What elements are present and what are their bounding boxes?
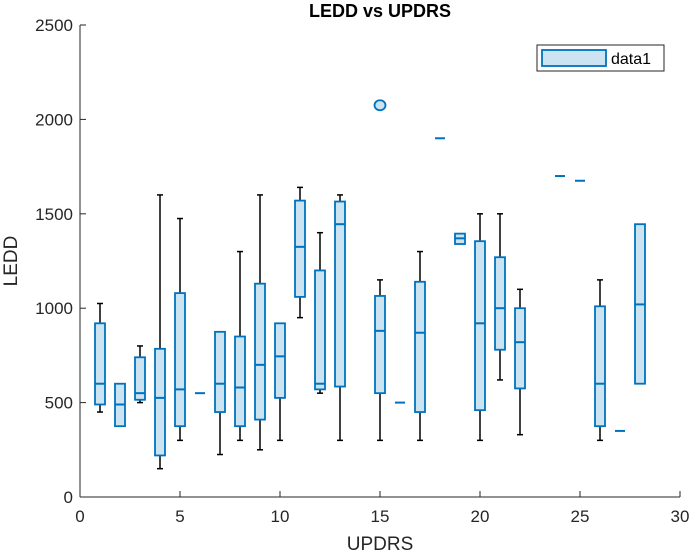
- box-group: [634, 223, 646, 385]
- box: [94, 322, 106, 406]
- box-group: [94, 302, 106, 413]
- box: [494, 256, 506, 351]
- box-group: [214, 330, 226, 456]
- y-tick-label: 0: [64, 488, 73, 507]
- box: [414, 280, 426, 413]
- box-group: [314, 231, 326, 394]
- box: [134, 356, 146, 401]
- box: [474, 240, 486, 412]
- box: [234, 335, 246, 428]
- box-group: [134, 345, 146, 404]
- outlier-points: [373, 99, 387, 112]
- box: [174, 292, 186, 428]
- plot-axes: 0 5 10 15 20 25 30 0 500 1000 1500 2000 2500: [35, 16, 689, 526]
- x-tick-label: 10: [271, 507, 290, 526]
- box-group: [474, 213, 486, 442]
- box: [594, 305, 606, 428]
- box-group: [294, 186, 306, 319]
- y-tick-label: 1000: [35, 299, 73, 318]
- x-tick-label: 15: [371, 507, 390, 526]
- box-group: [254, 194, 266, 451]
- y-tick-label: 500: [45, 394, 73, 413]
- outlier-point: [373, 99, 387, 112]
- box-group: [114, 382, 126, 428]
- legend-label: data1: [611, 51, 651, 68]
- y-axis-label: LEDD: [1, 236, 22, 287]
- y-tick-label: 1500: [35, 205, 73, 224]
- box-group: [274, 322, 286, 442]
- box: [374, 295, 386, 395]
- box: [314, 269, 326, 391]
- y-tick-label: 2000: [35, 110, 73, 129]
- box-group: [594, 279, 606, 442]
- box-group: [174, 217, 186, 442]
- box-group: [414, 250, 426, 442]
- box-group: [494, 213, 506, 381]
- box-group: [154, 194, 166, 470]
- box-series: [94, 137, 646, 470]
- box-group: [334, 194, 346, 442]
- x-tick-label: 20: [471, 507, 490, 526]
- box-group: [234, 250, 246, 442]
- x-tick-label: 25: [571, 507, 590, 526]
- legend: data1: [536, 44, 665, 72]
- x-tick-label: 0: [75, 507, 84, 526]
- box: [274, 322, 286, 399]
- chart-title: LEDD vs UPDRS: [309, 1, 451, 21]
- x-tick-label: 5: [175, 507, 184, 526]
- x-axis-label: UPDRS: [347, 534, 414, 553]
- box: [254, 282, 266, 421]
- box-group: [454, 232, 466, 245]
- legend-swatch: [541, 49, 607, 67]
- box: [514, 307, 526, 390]
- box-group: [374, 279, 386, 442]
- box: [214, 330, 226, 413]
- box-group: [514, 288, 526, 436]
- box: [294, 199, 306, 298]
- x-tick-label: 30: [671, 507, 690, 526]
- box: [154, 347, 166, 457]
- y-tick-label: 2500: [35, 16, 73, 35]
- box: [334, 200, 346, 388]
